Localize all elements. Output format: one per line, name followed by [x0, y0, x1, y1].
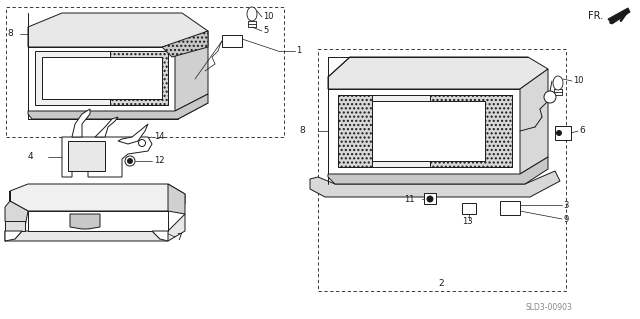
- Bar: [6, 7, 284, 137]
- Polygon shape: [372, 101, 485, 161]
- Polygon shape: [555, 126, 571, 140]
- Polygon shape: [520, 69, 548, 174]
- Circle shape: [125, 156, 135, 166]
- Polygon shape: [462, 203, 476, 214]
- Text: 10: 10: [573, 77, 584, 85]
- Polygon shape: [95, 117, 118, 137]
- Circle shape: [544, 91, 556, 103]
- Text: 2: 2: [438, 279, 444, 288]
- Polygon shape: [110, 51, 168, 105]
- Polygon shape: [28, 211, 168, 231]
- Polygon shape: [175, 31, 208, 111]
- Text: 8: 8: [7, 28, 13, 38]
- Polygon shape: [310, 171, 560, 197]
- Text: 13: 13: [462, 217, 472, 226]
- Text: 6: 6: [579, 127, 585, 136]
- Text: 10: 10: [263, 12, 273, 21]
- Polygon shape: [152, 231, 168, 241]
- Polygon shape: [162, 31, 208, 57]
- Text: 12: 12: [154, 157, 164, 166]
- Polygon shape: [62, 137, 152, 177]
- Circle shape: [138, 139, 145, 146]
- Polygon shape: [5, 191, 28, 227]
- Polygon shape: [118, 124, 148, 144]
- Polygon shape: [5, 231, 22, 241]
- Bar: [318, 49, 566, 291]
- Text: 14: 14: [154, 132, 164, 142]
- Text: 4: 4: [27, 152, 33, 161]
- Polygon shape: [222, 35, 242, 47]
- Polygon shape: [28, 94, 208, 119]
- Polygon shape: [430, 95, 512, 167]
- Polygon shape: [168, 184, 185, 214]
- Polygon shape: [28, 47, 175, 111]
- Polygon shape: [5, 214, 185, 241]
- Polygon shape: [608, 8, 630, 24]
- Text: 8: 8: [300, 127, 305, 136]
- Polygon shape: [328, 89, 520, 174]
- Polygon shape: [70, 214, 100, 229]
- Polygon shape: [72, 109, 90, 137]
- Circle shape: [427, 196, 433, 202]
- Polygon shape: [5, 221, 25, 231]
- Polygon shape: [500, 201, 520, 215]
- Polygon shape: [42, 57, 162, 99]
- Polygon shape: [10, 184, 185, 211]
- Polygon shape: [338, 95, 372, 167]
- Ellipse shape: [247, 7, 257, 21]
- Text: SLD3-00903: SLD3-00903: [525, 302, 572, 311]
- Circle shape: [127, 159, 132, 164]
- Polygon shape: [35, 51, 168, 105]
- Text: 3: 3: [563, 201, 568, 210]
- Polygon shape: [68, 141, 105, 171]
- Polygon shape: [28, 13, 208, 47]
- Text: 1: 1: [296, 47, 301, 56]
- Polygon shape: [424, 193, 436, 204]
- Polygon shape: [338, 95, 512, 167]
- Text: FR.: FR.: [588, 11, 603, 21]
- Circle shape: [557, 130, 561, 136]
- Text: 11: 11: [404, 195, 415, 204]
- Text: 7: 7: [176, 233, 182, 241]
- Text: 9: 9: [563, 214, 568, 224]
- Polygon shape: [328, 157, 548, 184]
- Ellipse shape: [553, 76, 563, 90]
- Polygon shape: [328, 57, 548, 89]
- Text: 5: 5: [263, 26, 268, 35]
